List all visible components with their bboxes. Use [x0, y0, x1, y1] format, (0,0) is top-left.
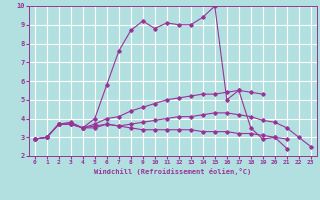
- X-axis label: Windchill (Refroidissement éolien,°C): Windchill (Refroidissement éolien,°C): [94, 168, 252, 175]
